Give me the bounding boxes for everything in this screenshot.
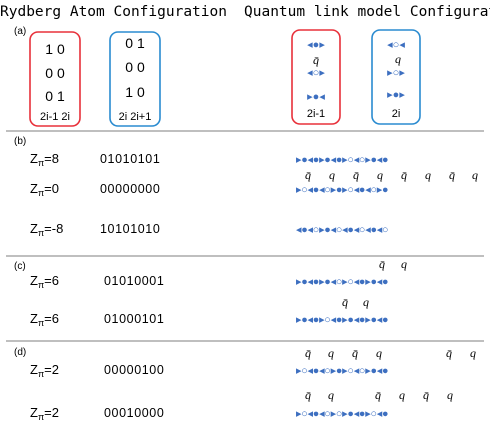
panel-d-row: q̄ q q̄ q q̄ q Zπ=2 00000100 ▸○◂●◂○▸●▸○◂○▸●◂●: [30, 346, 476, 379]
qlm-header: Quantum link model Configuration: [244, 4, 490, 20]
panel-a-label: (a): [14, 26, 26, 37]
qlm-chain: ▸●◂●▸○◂●▸●◂●▸●◂●: [296, 314, 388, 326]
rydberg-blue-row: 0 1: [125, 35, 145, 51]
rydberg-config: 01010001: [104, 274, 164, 288]
qlm-blue-box: ◂○◂ q ▸○▸ ▸●▸ 2i: [371, 29, 421, 125]
qlm-red-row: ◂○▸: [307, 67, 325, 79]
qlm-chain: ▸○◂●◂○▸●▸○◂○▸●◂●: [296, 365, 388, 377]
charge-labels: q̄ q: [379, 257, 407, 271]
rydberg-blue-box: 0 1 0 0 1 0 2i 2i+1: [109, 31, 161, 127]
rydberg-config: 01010101: [100, 152, 160, 166]
charge-labels: q̄ q q̄ q q̄ q: [305, 388, 453, 402]
panel-b-row: Zπ=-8 10101010 ◂●◂○▸●◂○◂●◂○◂●◂○: [30, 221, 389, 238]
z-label: Zπ=2: [30, 405, 59, 422]
rydberg-blue-row: 1 0: [125, 84, 145, 100]
rydberg-config: 00000100: [104, 363, 164, 377]
rydberg-red-row: 1 0: [45, 41, 65, 57]
z-label: Zπ=0: [30, 181, 59, 198]
rydberg-red-row: 0 0: [45, 65, 65, 81]
qlm-red-box: ◂●▸ q̄ ◂○▸ ▸●◂ 2i-1: [291, 29, 341, 125]
qlm-chain: ▸●◂●▸●◂○▸○◂●▸●◂●: [296, 276, 388, 288]
charge-labels: q̄ q: [342, 295, 369, 309]
panel-d-label: (d): [14, 347, 26, 358]
panel-c-label: (c): [14, 261, 26, 272]
rydberg-config: 01000101: [104, 312, 164, 326]
qlm-red-row: ◂●▸: [307, 39, 325, 51]
panel-b-row: q̄ q q̄ q q̄ q q̄ q Zπ=0 00000000 ▸○◂●◂○▸●▸○◂●◂…: [30, 168, 478, 198]
rydberg-config: 10101010: [100, 222, 160, 236]
panel-d-row: q̄ q q̄ q q̄ q Zπ=2 00010000 ▸○◂●◂○▸○▸●◂●▸○◂●: [30, 388, 453, 422]
qlm-blue-row: ▸●▸: [387, 89, 405, 101]
qlm-red-caption: 2i-1: [307, 108, 325, 120]
z-label: Zπ=6: [30, 273, 59, 290]
panel-c-row: q̄ q Zπ=6 01000101 ▸●◂●▸○◂●▸●◂●▸●◂●: [30, 295, 389, 328]
qlm-chain: ▸○◂●◂○▸○▸●◂●▸○◂●: [296, 408, 388, 420]
charge-labels: q̄ q q̄ q q̄ q q̄ q: [305, 168, 478, 182]
qlm-chain: ▸○◂●◂○▸●▸○◂●◂○▸●: [296, 184, 388, 196]
qlm-blue-charge: q: [395, 52, 401, 66]
charge-labels: q̄ q q̄ q q̄ q: [305, 346, 476, 360]
qlm-chain: ◂●◂○▸●◂○◂●◂○◂●◂○: [296, 224, 388, 236]
qlm-chain: ▸●◂●▸●◂●▸○◂○▸●◂●: [296, 154, 388, 166]
rydberg-header: Rydberg Atom Configuration: [0, 4, 227, 20]
z-label: Zπ=8: [30, 151, 59, 168]
rydberg-red-caption: 2i-1 2i: [40, 111, 70, 123]
rydberg-blue-row: 0 0: [125, 59, 145, 75]
z-label: Zπ=-8: [30, 221, 63, 238]
qlm-red-charge: q̄: [313, 53, 319, 67]
rydberg-config: 00010000: [104, 406, 164, 420]
rydberg-red-box: 1 0 0 0 0 1 2i-1 2i: [29, 31, 81, 127]
qlm-blue-caption: 2i: [392, 108, 401, 120]
rydberg-red-row: 0 1: [45, 88, 65, 104]
qlm-red-row: ▸●◂: [307, 91, 325, 103]
panel-b-row: Zπ=8 01010101 ▸●◂●▸●◂●▸○◂○▸●◂●: [30, 151, 389, 168]
z-label: Zπ=2: [30, 362, 59, 379]
panel-b-label: (b): [14, 136, 26, 147]
rydberg-config: 00000000: [100, 182, 160, 196]
rydberg-blue-caption: 2i 2i+1: [119, 111, 152, 123]
qlm-blue-row: ▸○▸: [387, 67, 405, 79]
panel-c-row: q̄ q Zπ=6 01010001 ▸●◂●▸●◂○▸○◂●▸●◂●: [30, 257, 407, 290]
z-label: Zπ=6: [30, 311, 59, 328]
qlm-blue-row: ◂○◂: [387, 39, 405, 51]
